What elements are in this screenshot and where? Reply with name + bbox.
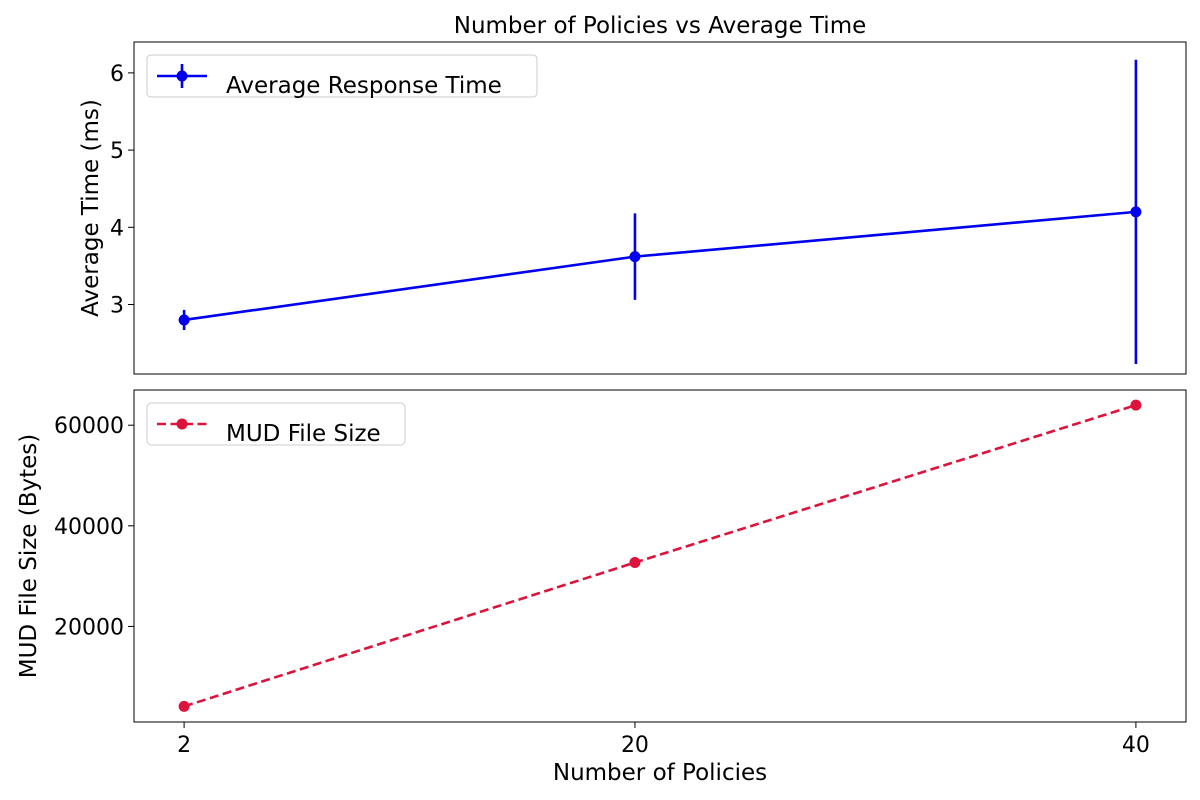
y-axis-label: Average Time (ms) <box>78 99 104 317</box>
y-tick-label: 20000 <box>54 615 124 640</box>
x-axis-label: Number of Policies <box>553 760 767 786</box>
legend: Average Response Time <box>146 54 538 99</box>
legend: MUD File Size <box>146 402 406 447</box>
data-point <box>1130 206 1142 218</box>
series-layer <box>178 59 1142 364</box>
plot-frame <box>133 389 1187 723</box>
y-axis-ticks: 20000 40000 60000 <box>54 414 134 640</box>
legend-label: Average Response Time <box>226 73 502 99</box>
legend-box <box>146 402 406 446</box>
data-point <box>629 557 641 569</box>
y-tick-label: 3 <box>110 294 124 319</box>
data-point <box>629 251 641 263</box>
legend-box <box>146 54 538 98</box>
y-tick-label: 6 <box>110 62 124 87</box>
data-point <box>178 314 190 326</box>
x-axis-ticks: 2 20 40 <box>177 722 1150 758</box>
series-line <box>183 403 1137 708</box>
y-axis-label: MUD File Size (Bytes) <box>16 434 42 679</box>
data-point <box>1130 399 1142 411</box>
filesize-subplot: Number of Policies MUD File Size (Bytes)… <box>16 389 1187 786</box>
legend-marker <box>176 70 188 82</box>
series-layer <box>178 399 1142 712</box>
series-line <box>183 210 1137 322</box>
y-tick-label: 40000 <box>54 515 124 540</box>
y-tick-label: 60000 <box>54 414 124 439</box>
time-subplot: Number of Policies vs Average Time Avera… <box>78 13 1187 375</box>
y-tick-label: 4 <box>110 216 124 241</box>
legend-marker <box>176 418 188 430</box>
legend-swatch <box>157 418 207 430</box>
legend-swatch <box>157 64 207 88</box>
x-tick-label: 40 <box>1122 733 1150 758</box>
x-tick-label: 2 <box>177 733 191 758</box>
legend-label: MUD File Size <box>226 421 381 447</box>
chart-title: Number of Policies vs Average Time <box>454 13 867 39</box>
data-point <box>178 700 190 712</box>
y-tick-label: 5 <box>110 139 124 164</box>
plot-frame <box>133 41 1187 375</box>
y-axis-ticks: 3 4 5 6 <box>110 62 134 319</box>
x-tick-label: 20 <box>621 733 649 758</box>
